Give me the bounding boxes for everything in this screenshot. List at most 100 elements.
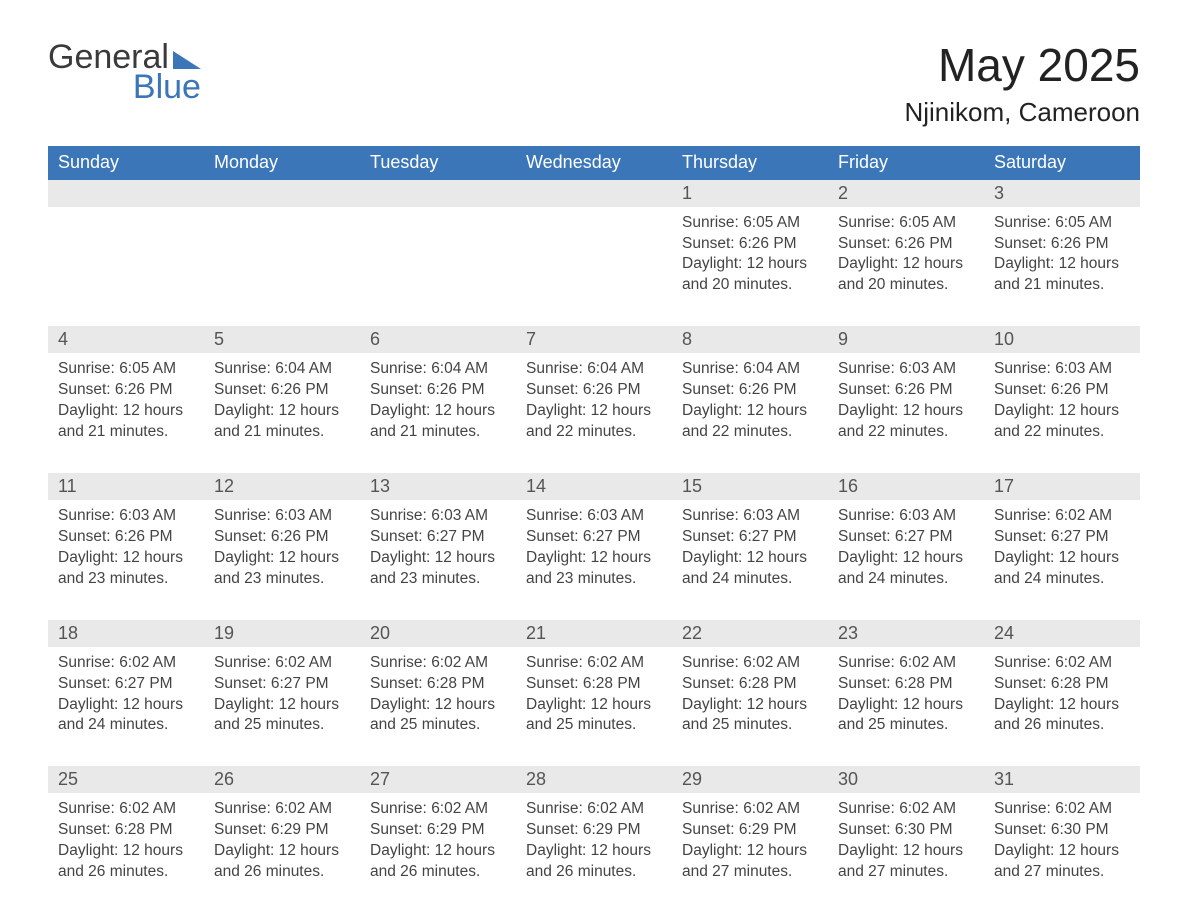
field-label: Daylight: (682, 696, 742, 713)
field-label: Sunrise: (370, 360, 427, 377)
field-value: 6:28 PM (739, 675, 797, 692)
week-detail-row: Sunrise: 6:03 AM Sunset: 6:26 PM Daylight:… (48, 500, 1140, 620)
day-number-cell: 13 (360, 473, 516, 500)
day-detail-cell (360, 207, 516, 327)
day-detail-cell: Sunrise: 6:02 AMSunset: 6:30 PMDaylight:… (828, 793, 984, 913)
logo-triangle-icon (173, 51, 201, 69)
day-detail-cell: Sunrise: 6:03 AMSunset: 6:27 PMDaylight:… (672, 500, 828, 620)
day-detail-cell: Sunrise: 6:03 AMSunset: 6:26 PMDaylight:… (204, 500, 360, 620)
field-label: Sunrise: (58, 800, 115, 817)
field-label: Sunrise: (214, 654, 271, 671)
field-value: 6:02 AM (431, 654, 488, 671)
field-label: Sunset: (838, 381, 891, 398)
week-detail-row: Sunrise: 6:05 AMSunset: 6:26 PMDaylight:… (48, 207, 1140, 327)
field-value: 6:02 AM (1055, 800, 1112, 817)
field-value: 6:26 PM (739, 381, 797, 398)
day-detail-cell: Sunrise: 6:02 AMSunset: 6:29 PMDaylight:… (204, 793, 360, 913)
field-label: Sunset: (526, 528, 579, 545)
field-value: 6:26 PM (271, 381, 329, 398)
field-label: Sunrise: (682, 800, 739, 817)
field-value: 6:27 PM (427, 528, 485, 545)
field-value: 6:28 PM (427, 675, 485, 692)
week-daynum-row: 11121314151617 (48, 473, 1140, 500)
field-label: Sunrise: (526, 654, 583, 671)
field-label: Sunset: (214, 675, 267, 692)
field-value: 6:02 AM (1055, 507, 1112, 524)
field-value: 6:02 AM (275, 654, 332, 671)
day-number-cell (360, 180, 516, 207)
field-value: 6:03 AM (1055, 360, 1112, 377)
day-detail-cell: Sunrise: 6:02 AMSunset: 6:30 PMDaylight:… (984, 793, 1140, 913)
field-label: Sunrise: (58, 507, 115, 524)
field-label: Sunset: (370, 821, 423, 838)
field-value: 6:29 PM (427, 821, 485, 838)
field-label: Daylight: (214, 842, 274, 859)
field-label: Sunrise: (994, 360, 1051, 377)
day-detail-cell: Sunrise: 6:02 AMSunset: 6:27 PMDaylight:… (204, 647, 360, 767)
week-detail-row: Sunrise: 6:02 AM Sunset: 6:27 PM Daylight:… (48, 647, 1140, 767)
page-title: May 2025 (904, 40, 1140, 91)
field-label: Sunrise: (838, 654, 895, 671)
day-number-cell (48, 180, 204, 207)
field-label: Sunrise: (838, 360, 895, 377)
field-value: 6:02 AM (431, 800, 488, 817)
field-label: Sunrise: (994, 507, 1051, 524)
field-label: Sunrise: (214, 800, 271, 817)
field-value: 6:04 AM (431, 360, 488, 377)
field-label: Sunset: (994, 235, 1047, 252)
field-label: Sunset: (526, 821, 579, 838)
field-label: Sunset: (370, 381, 423, 398)
field-value: 6:04 AM (275, 360, 332, 377)
field-value: 6:03 AM (119, 507, 176, 524)
week-detail-row: Sunrise: 6:02 AMSunset: 6:28 PMDaylight:… (48, 793, 1140, 913)
day-number-cell: 17 (984, 473, 1140, 500)
field-value: 6:26 PM (895, 235, 953, 252)
field-value: 6:28 PM (583, 675, 641, 692)
field-label: Sunset: (214, 821, 267, 838)
calendar-header-row: SundayMondayTuesdayWednesdayThursdayFrid… (48, 146, 1140, 180)
field-value: 6:04 AM (587, 360, 644, 377)
day-number-cell (204, 180, 360, 207)
field-label: Daylight: (994, 842, 1054, 859)
field-value: 6:02 AM (587, 654, 644, 671)
field-label: Daylight: (994, 549, 1054, 566)
field-label: Sunset: (58, 821, 111, 838)
field-value: 6:27 PM (271, 675, 329, 692)
field-value: 6:02 AM (1055, 654, 1112, 671)
day-number-cell: 21 (516, 620, 672, 647)
day-number-cell: 3 (984, 180, 1140, 207)
day-number-cell: 12 (204, 473, 360, 500)
field-label: Daylight: (526, 842, 586, 859)
field-value: 6:26 PM (1051, 235, 1109, 252)
field-label: Sunset: (994, 675, 1047, 692)
field-value: 6:28 PM (895, 675, 953, 692)
day-detail-cell: Sunrise: 6:03 AMSunset: 6:26 PMDaylight:… (984, 353, 1140, 473)
field-label: Sunrise: (526, 360, 583, 377)
field-value: 6:03 AM (431, 507, 488, 524)
field-value: 6:30 PM (895, 821, 953, 838)
day-detail-cell: Sunrise: 6:05 AMSunset: 6:26 PMDaylight:… (672, 207, 828, 327)
day-number-cell: 19 (204, 620, 360, 647)
day-detail-cell: Sunrise: 6:05 AMSunset: 6:26 PMDaylight:… (828, 207, 984, 327)
title-block: May 2025 Njinikom, Cameroon (904, 40, 1140, 128)
field-value: 6:26 PM (115, 528, 173, 545)
field-label: Sunset: (838, 528, 891, 545)
field-value: 6:27 PM (1051, 528, 1109, 545)
day-number-cell: 11 (48, 473, 204, 500)
day-number-cell: 15 (672, 473, 828, 500)
day-number-cell (516, 180, 672, 207)
week-daynum-row: 123 (48, 180, 1140, 207)
field-value: 6:02 AM (899, 654, 956, 671)
field-label: Sunset: (58, 381, 111, 398)
field-value: 6:02 AM (275, 800, 332, 817)
field-label: Sunrise: (370, 507, 427, 524)
field-label: Daylight: (58, 696, 118, 713)
day-detail-cell (48, 207, 204, 327)
field-label: Sunset: (682, 528, 735, 545)
day-detail-cell: Sunrise: 6:02 AMSunset: 6:28 PMDaylight:… (48, 793, 204, 913)
field-value: 6:26 PM (115, 381, 173, 398)
field-value: 6:29 PM (583, 821, 641, 838)
weekday-header: Saturday (984, 146, 1140, 180)
field-value: 6:03 AM (587, 507, 644, 524)
field-label: Sunset: (526, 381, 579, 398)
